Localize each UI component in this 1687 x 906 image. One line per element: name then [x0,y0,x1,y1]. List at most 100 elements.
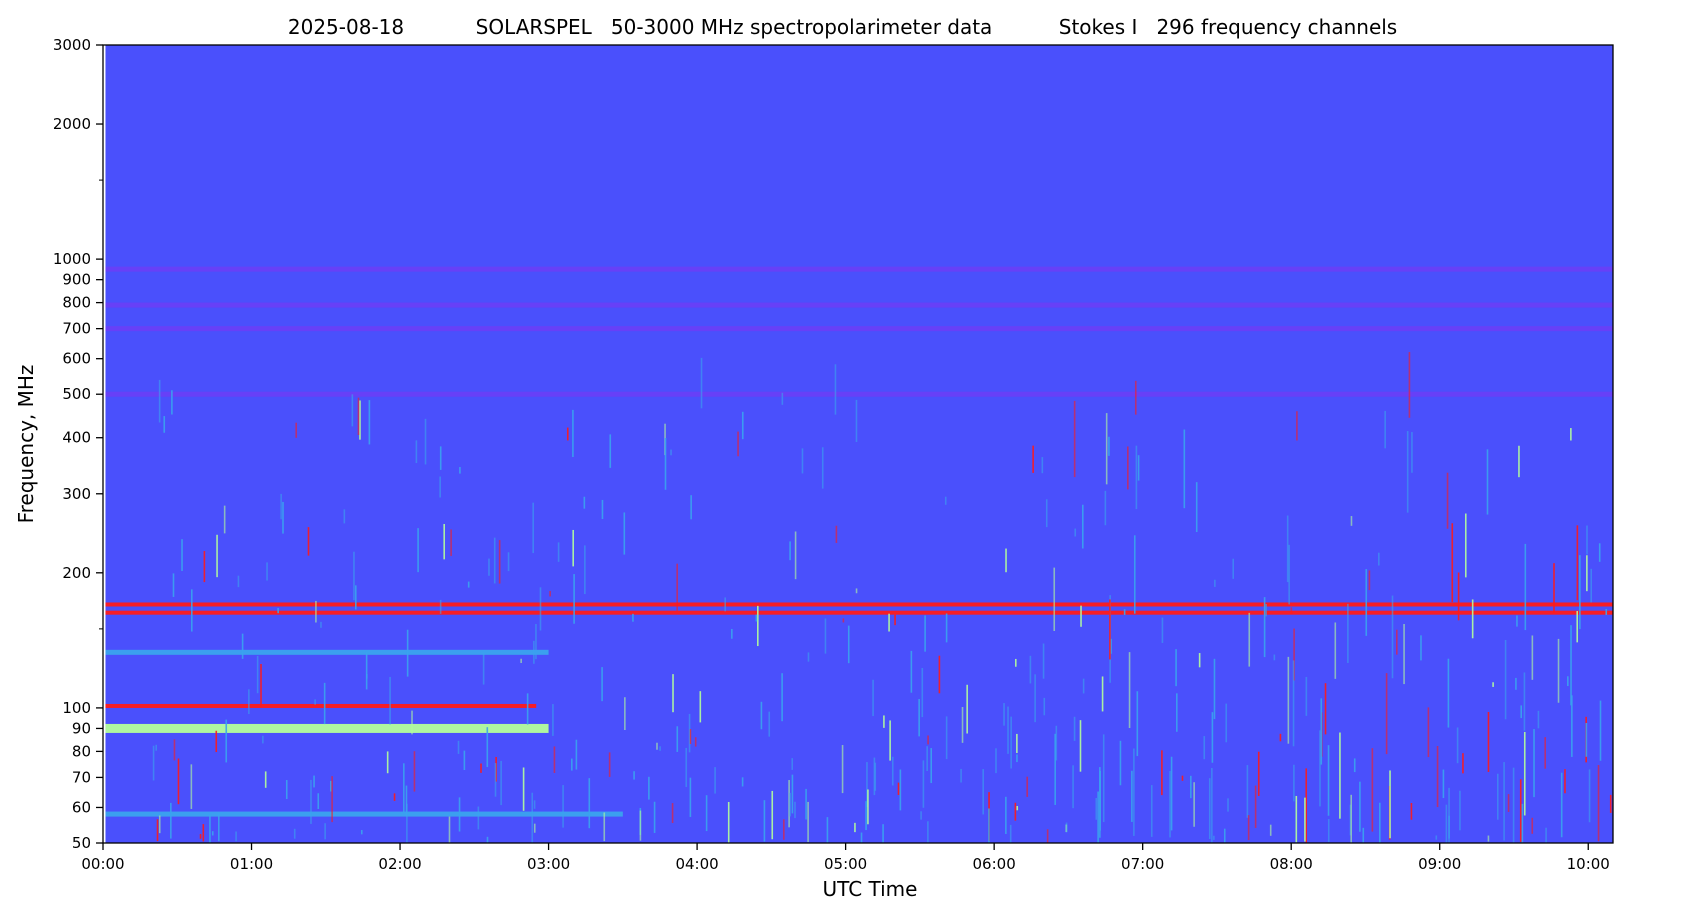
burst-mark [855,588,858,594]
burst-mark [1459,790,1461,831]
burst-mark [927,821,929,843]
burst-mark [156,819,159,842]
burst-mark [507,552,510,572]
burst-mark [415,440,418,464]
burst-mark [1570,625,1572,706]
burst-mark [1523,731,1526,816]
burst-mark [417,528,419,573]
burst-mark [1213,835,1215,840]
burst-mark [1384,410,1386,449]
burst-mark [1519,779,1522,842]
burst-mark [562,785,564,828]
burst-mark [794,531,797,580]
title-instrument: SOLARSPEL 50-3000 MHz spectropolarimeter… [476,15,993,39]
burst-mark [1564,769,1566,794]
y-tick-label: 90 [72,719,91,737]
y-tick-label: 700 [62,320,91,338]
frequency-band [105,391,1613,397]
burst-mark [1586,555,1588,592]
burst-mark [241,633,244,659]
burst-mark [944,496,947,505]
burst-mark [1544,737,1547,769]
burst-mark [1150,785,1153,837]
burst-mark [1442,769,1445,799]
burst-mark [1553,563,1555,613]
burst-mark [1072,765,1074,809]
burst-mark [1214,579,1216,587]
burst-mark [807,652,810,662]
burst-mark [1176,693,1178,732]
burst-mark [1408,352,1411,418]
burst-mark [532,502,534,554]
burst-mark [354,585,357,610]
burst-mark [216,534,218,578]
burst-mark [202,824,205,842]
burst-mark [1350,794,1353,843]
burst-mark [1585,722,1588,757]
burst-mark [1010,716,1012,769]
burst-mark [1105,413,1108,485]
burst-mark [1557,638,1560,703]
burst-mark [1305,768,1308,843]
x-tick-label: 04:00 [675,855,718,873]
burst-mark [659,746,661,751]
burst-mark [1576,610,1579,643]
burst-mark [1324,683,1327,735]
burst-mark [549,590,551,597]
frequency-band [105,703,537,708]
burst-mark [1136,691,1139,757]
burst-mark [1119,740,1122,786]
burst-mark [1097,791,1099,843]
burst-mark [266,562,268,581]
burst-mark [218,812,220,842]
burst-mark [889,720,891,761]
burst-mark [1082,678,1085,694]
burst-mark [173,739,176,761]
burst-mark [883,715,885,728]
burst-mark [1290,607,1293,615]
burst-mark [1605,608,1608,615]
burst-mark [781,673,783,722]
burst-mark [1537,710,1540,729]
burst-mark [872,679,874,717]
burst-mark [1232,558,1235,579]
burst-mark [873,757,876,796]
burst-mark [1447,658,1450,728]
burst-mark [575,739,578,770]
burst-mark [458,797,461,832]
burst-mark [439,446,442,470]
burst-mark [413,751,416,792]
burst-mark [824,618,827,654]
burst-mark [1464,513,1467,578]
burst-mark [894,614,896,626]
burst-mark [1503,762,1505,841]
burst-mark [1451,523,1454,603]
burst-mark [656,742,658,750]
burst-mark [366,673,368,679]
burst-mark [821,447,824,489]
burst-mark [921,667,924,718]
burst-mark [498,540,501,584]
burst-mark [1403,623,1405,685]
burst-mark [603,812,606,842]
burst-mark [1598,543,1601,562]
burst-mark [1292,660,1295,747]
burst-mark [1391,595,1394,679]
burst-mark [623,512,626,555]
burst-mark [557,542,560,562]
burst-mark [1448,815,1450,839]
burst-mark [477,806,480,830]
burst-mark [584,545,586,595]
burst-mark [1590,568,1593,603]
burst-mark [170,802,172,839]
burst-mark [406,629,409,677]
burst-mark [791,758,794,770]
burst-mark [807,801,809,843]
burst-mark [1436,746,1439,808]
burst-mark [1016,805,1019,811]
x-axis-label: UTC Time [823,877,918,901]
burst-mark [320,621,322,628]
burst-mark [1005,548,1007,573]
burst-mark [1327,819,1330,843]
burst-mark [158,815,161,834]
